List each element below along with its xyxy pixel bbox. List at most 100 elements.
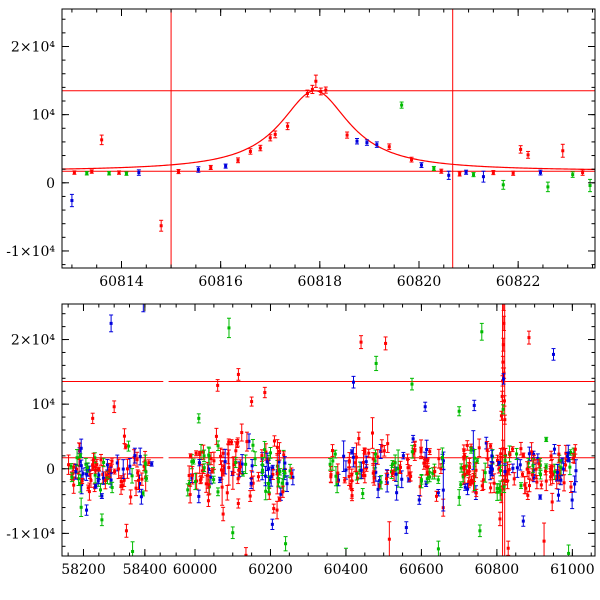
data-point <box>277 449 281 453</box>
data-point <box>413 449 417 453</box>
data-point <box>271 472 275 476</box>
data-point <box>197 461 201 465</box>
data-point <box>484 441 488 445</box>
data-point <box>100 138 104 142</box>
data-point <box>497 467 501 471</box>
data-point <box>226 452 230 456</box>
data-point <box>373 459 377 463</box>
data-point <box>78 454 82 458</box>
data-point <box>376 487 380 491</box>
data-point <box>115 461 119 465</box>
data-point <box>324 88 328 92</box>
data-point <box>419 163 423 167</box>
data-point <box>207 454 211 458</box>
data-point <box>503 418 507 422</box>
data-point <box>112 405 116 409</box>
data-point <box>556 470 560 474</box>
data-point <box>410 382 414 386</box>
data-point <box>465 443 469 447</box>
data-point <box>77 457 81 461</box>
data-point <box>194 451 198 455</box>
data-point <box>498 517 502 521</box>
data-point <box>413 443 417 447</box>
data-point <box>93 473 97 477</box>
data-point <box>235 442 239 446</box>
data-point <box>142 301 145 304</box>
data-point <box>110 485 114 489</box>
data-point <box>478 529 482 533</box>
data-point <box>310 87 314 91</box>
data-point <box>564 451 568 455</box>
data-point <box>469 448 473 452</box>
data-points-layer <box>69 74 593 232</box>
data-point <box>268 478 272 482</box>
data-point <box>101 476 105 480</box>
data-point <box>231 471 235 475</box>
data-point <box>394 472 398 476</box>
data-point <box>502 301 505 304</box>
data-point <box>75 456 79 460</box>
data-point <box>511 447 515 451</box>
svg-text:60000: 60000 <box>173 562 218 578</box>
data-point <box>202 466 206 470</box>
data-point <box>113 470 117 474</box>
data-point <box>72 171 76 175</box>
data-point <box>284 542 288 546</box>
data-point <box>567 458 571 462</box>
data-point <box>503 478 507 482</box>
data-point <box>555 477 559 481</box>
data-point <box>501 360 505 364</box>
svg-text:60800: 60800 <box>475 562 520 578</box>
data-point <box>237 468 241 472</box>
svg-text:0: 0 <box>46 176 55 192</box>
data-point <box>347 459 351 463</box>
data-point <box>375 143 379 147</box>
data-point <box>502 484 506 488</box>
data-point <box>251 443 255 447</box>
data-point <box>190 460 194 464</box>
data-point <box>209 165 213 169</box>
data-point <box>501 407 505 411</box>
data-point <box>400 477 404 481</box>
data-point <box>143 461 147 465</box>
data-point <box>376 455 380 459</box>
data-point <box>273 132 277 136</box>
data-point <box>574 469 578 473</box>
data-point <box>272 439 276 443</box>
data-point <box>80 479 84 483</box>
data-point <box>532 468 536 472</box>
data-point <box>386 442 390 446</box>
data-point <box>409 474 413 478</box>
data-point <box>331 459 335 463</box>
data-point <box>121 467 125 471</box>
data-point <box>137 481 141 485</box>
data-point <box>503 470 507 474</box>
data-point <box>236 501 240 505</box>
svg-text:-1×10⁴: -1×10⁴ <box>6 526 55 542</box>
data-point <box>564 463 568 467</box>
data-point <box>105 473 109 477</box>
data-point <box>260 463 264 467</box>
data-point <box>569 450 573 454</box>
data-point <box>251 481 255 485</box>
data-point <box>439 467 443 471</box>
data-point <box>365 466 369 470</box>
data-point <box>502 321 506 325</box>
data-point <box>464 464 468 468</box>
data-point <box>91 416 95 420</box>
svg-text:60820: 60820 <box>397 274 442 290</box>
data-point <box>159 224 163 228</box>
data-point <box>86 466 90 470</box>
data-point <box>501 447 505 451</box>
svg-text:-1×10⁴: -1×10⁴ <box>6 244 55 260</box>
data-point <box>434 494 438 498</box>
data-point <box>209 457 213 461</box>
data-point <box>561 467 565 471</box>
data-point <box>263 391 267 395</box>
data-point <box>277 497 281 501</box>
data-point <box>467 470 471 474</box>
data-point <box>433 470 437 474</box>
data-point <box>496 458 500 462</box>
data-point <box>349 484 353 488</box>
data-point <box>133 454 137 458</box>
